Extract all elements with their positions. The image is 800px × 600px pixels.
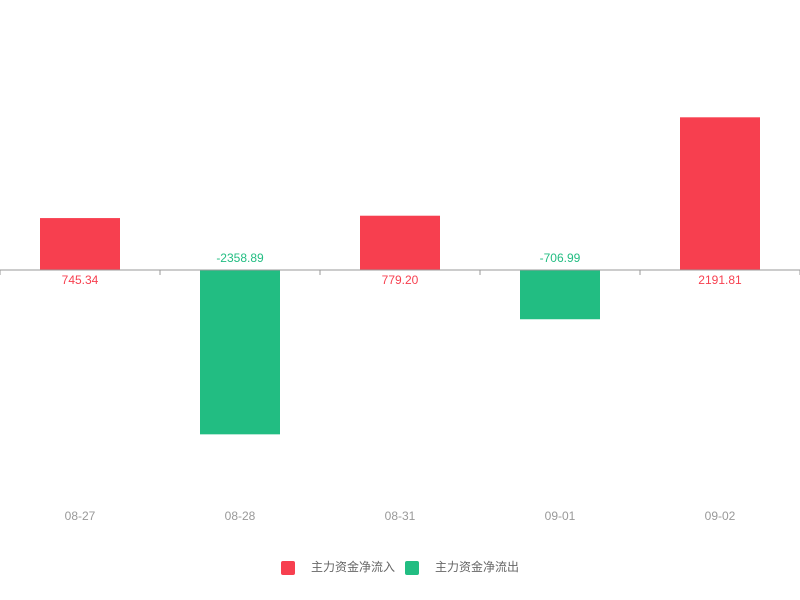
bar	[200, 270, 280, 435]
legend-label: 主力资金净流出	[435, 559, 519, 574]
legend-swatch	[281, 561, 295, 575]
x-tick-label: 08-27	[65, 509, 96, 523]
legend-swatch	[405, 561, 419, 575]
value-label: 745.34	[62, 273, 99, 287]
bar	[520, 270, 600, 320]
x-tick-label: 08-31	[385, 509, 416, 523]
x-tick-label: 09-01	[545, 509, 576, 523]
bar	[680, 117, 760, 271]
value-label: 779.20	[382, 273, 419, 287]
value-label: -2358.89	[216, 251, 264, 265]
bar	[40, 218, 120, 270]
legend-label: 主力资金净流入	[311, 559, 395, 574]
x-tick-label: 09-02	[705, 509, 736, 523]
value-label: -706.99	[540, 251, 581, 265]
value-label: 2191.81	[698, 273, 742, 287]
x-tick-label: 08-28	[225, 509, 256, 523]
bar	[360, 215, 440, 270]
